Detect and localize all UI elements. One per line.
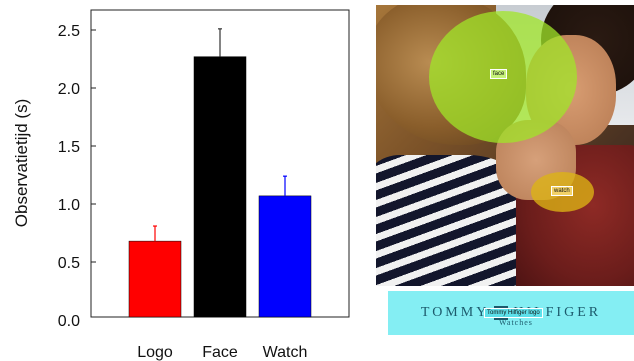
x-tick-label: Face bbox=[202, 344, 238, 361]
logo-aoi-region: TOMMY HILFIGER Tommy Hilfiger logo Watch… bbox=[388, 291, 634, 335]
y-tick-label: 1.0 bbox=[58, 197, 80, 214]
y-tick-label: 0.5 bbox=[58, 255, 80, 272]
logo-aoi-tag: Tommy Hilfiger logo bbox=[484, 308, 543, 318]
error-bars bbox=[153, 28, 287, 242]
logo-word-left: TOMMY bbox=[420, 305, 490, 320]
y-axis-ticks: 0.0 0.5 1.0 1.5 2.0 2.5 bbox=[58, 23, 96, 330]
y-tick-label: 1.5 bbox=[58, 139, 80, 156]
watch-aoi-tag: watch bbox=[551, 186, 573, 196]
bar-watch bbox=[258, 195, 312, 318]
x-axis-labels: Logo Face Watch bbox=[137, 344, 307, 361]
eye-tracking-stimulus-photo: face watch bbox=[376, 5, 634, 286]
bar-face bbox=[193, 56, 247, 318]
y-axis-title: Observatietijd (s) bbox=[12, 99, 31, 227]
x-tick-label: Watch bbox=[263, 344, 308, 361]
bar-chart: 0.0 0.5 1.0 1.5 2.0 2.5 Logo Face Watch Observa… bbox=[12, 9, 350, 361]
bar-logo bbox=[128, 240, 182, 318]
x-tick-label: Logo bbox=[137, 344, 173, 361]
y-tick-label: 0.0 bbox=[58, 313, 80, 330]
y-tick-label: 2.0 bbox=[58, 81, 80, 98]
y-tick-label: 2.5 bbox=[58, 23, 80, 40]
logo-subtitle: Watches bbox=[499, 318, 533, 327]
bars bbox=[128, 56, 312, 318]
face-aoi-tag: face bbox=[490, 69, 508, 79]
